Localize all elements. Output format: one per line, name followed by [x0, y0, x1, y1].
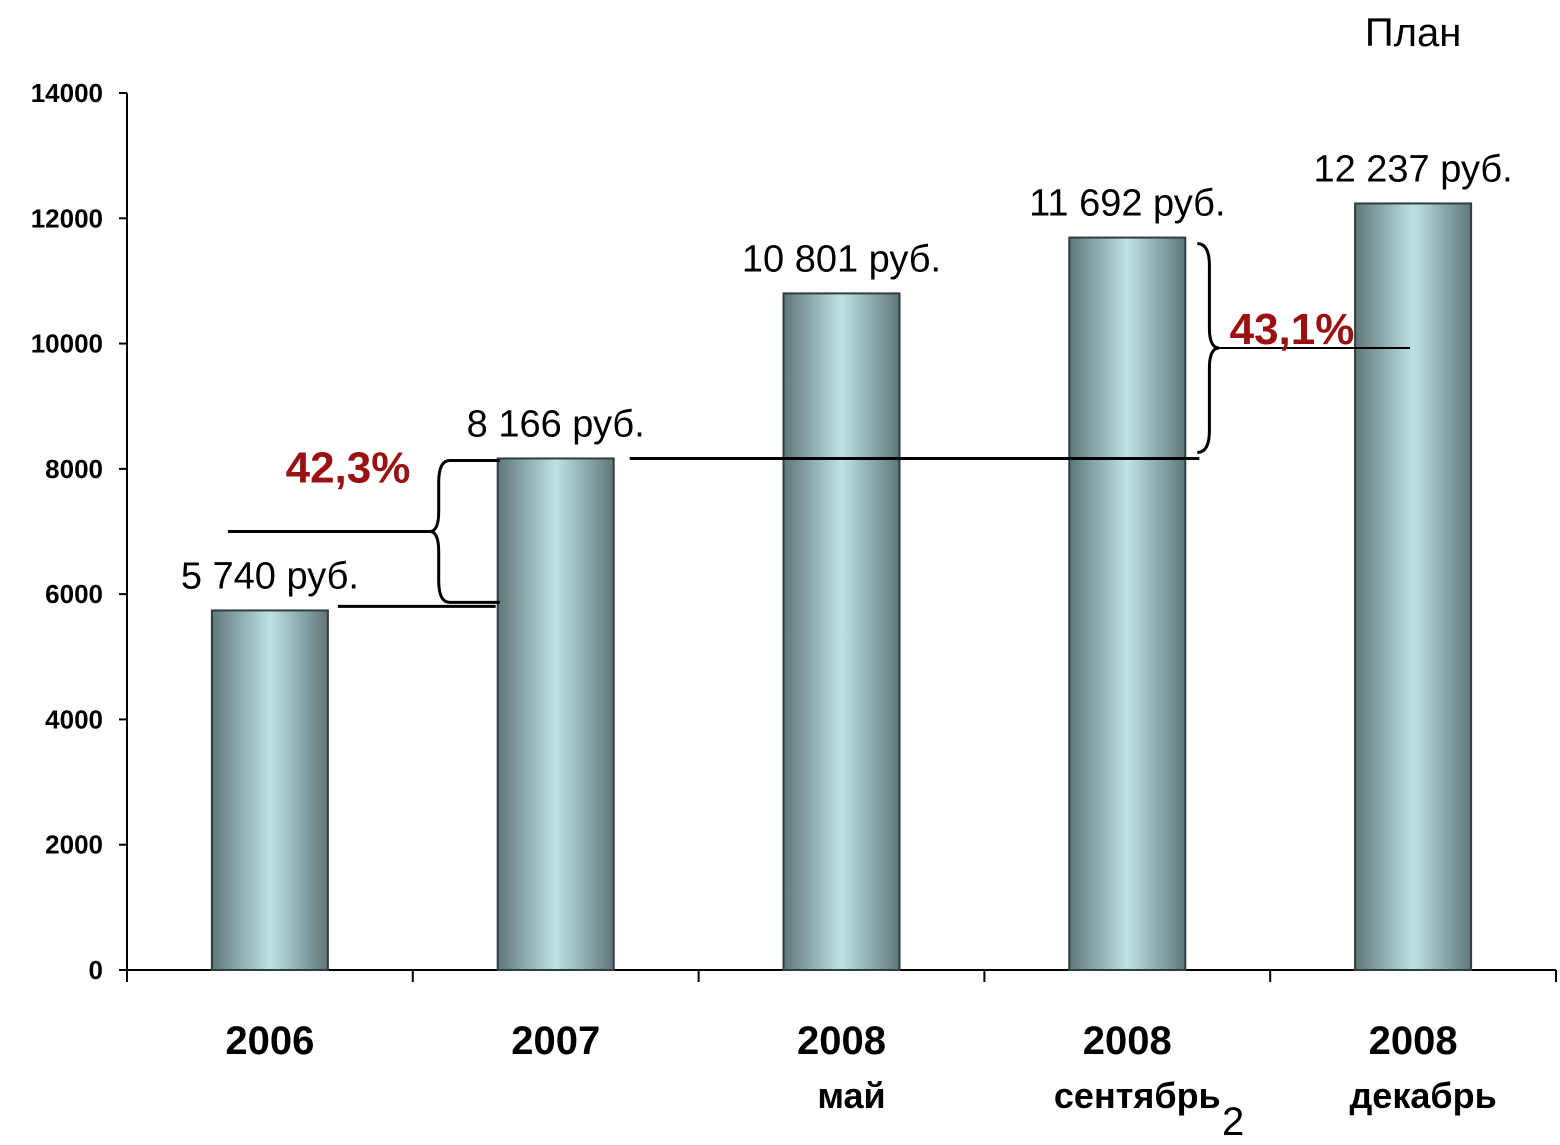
x-tick-label: 2008: [1083, 1019, 1172, 1063]
y-tick-label: 14000: [31, 78, 103, 108]
x-tick-label: сентябрь: [1054, 1075, 1221, 1116]
x-tick-label: 2006: [225, 1019, 314, 1063]
annotation-label: 43,1%: [1230, 305, 1355, 354]
x-tick-label: декабрь: [1349, 1075, 1496, 1116]
bar: [210, 609, 329, 971]
bar: [782, 292, 901, 972]
y-tick-label: 10000: [31, 329, 103, 359]
x-tick-label: 2008: [797, 1019, 886, 1063]
x-tick-label: 2008: [1369, 1019, 1458, 1063]
y-tick-label: 2000: [45, 830, 103, 860]
data-label: 8 166 руб.: [467, 403, 645, 445]
plan-label: План: [1365, 11, 1461, 55]
data-label: 5 740 руб.: [181, 555, 359, 597]
page-number: 2: [1222, 1100, 1245, 1144]
bar: [1068, 236, 1187, 971]
annotation-label: 42,3%: [286, 443, 411, 492]
y-tick-label: 4000: [45, 704, 103, 734]
data-label: 11 692 руб.: [1029, 183, 1225, 225]
data-label: 12 237 руб.: [1313, 148, 1512, 190]
bar: [496, 457, 615, 971]
y-tick-label: 6000: [45, 579, 103, 609]
bar: [1354, 202, 1473, 972]
data-label: 10 801 руб.: [742, 238, 941, 280]
x-tick-label: 2007: [511, 1019, 600, 1063]
y-tick-label: 12000: [31, 203, 103, 233]
annotation-bracket: [1197, 242, 1220, 454]
annotation-bracket: [429, 458, 500, 604]
y-tick-label: 8000: [45, 454, 103, 484]
x-tick-label: май: [817, 1075, 885, 1116]
y-tick-label: 0: [89, 955, 103, 985]
